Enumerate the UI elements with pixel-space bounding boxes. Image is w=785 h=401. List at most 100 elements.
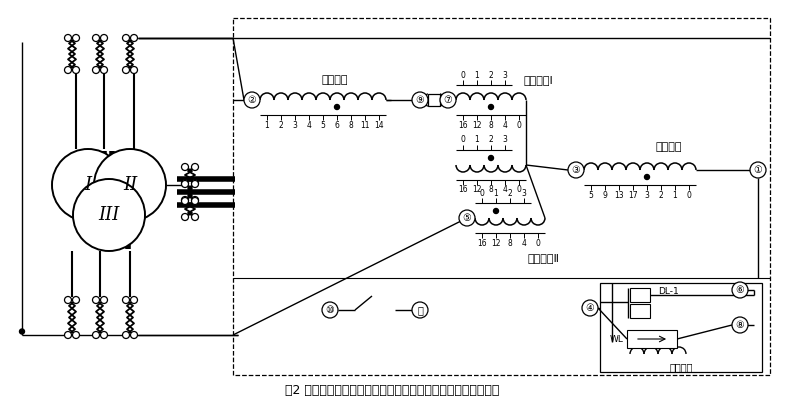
Text: 1: 1 <box>265 120 269 130</box>
Circle shape <box>568 162 584 178</box>
Text: 3: 3 <box>502 71 507 79</box>
Circle shape <box>488 105 494 109</box>
Circle shape <box>130 34 137 41</box>
Text: 16: 16 <box>458 186 468 194</box>
Circle shape <box>192 213 199 221</box>
Circle shape <box>181 198 188 205</box>
Circle shape <box>322 302 338 318</box>
Text: 5: 5 <box>589 190 593 200</box>
Text: ①: ① <box>754 165 762 175</box>
Circle shape <box>122 332 130 338</box>
Circle shape <box>181 164 188 170</box>
Text: II: II <box>123 176 137 194</box>
Circle shape <box>181 213 188 221</box>
Text: 工作绕组: 工作绕组 <box>655 142 681 152</box>
Text: 1: 1 <box>475 71 480 79</box>
Text: 8: 8 <box>488 186 494 194</box>
Bar <box>600 283 762 372</box>
Circle shape <box>93 332 100 338</box>
Text: ⑤: ⑤ <box>462 213 471 223</box>
Circle shape <box>130 296 137 304</box>
Text: 3: 3 <box>502 136 507 144</box>
Circle shape <box>732 317 748 333</box>
Text: 11: 11 <box>360 120 370 130</box>
Circle shape <box>52 149 124 221</box>
Text: WL: WL <box>610 334 624 344</box>
Circle shape <box>488 156 494 160</box>
Circle shape <box>181 180 188 186</box>
Text: 1: 1 <box>494 188 498 198</box>
Circle shape <box>459 210 475 226</box>
Text: ⑨: ⑨ <box>415 95 425 105</box>
Circle shape <box>93 67 100 73</box>
Circle shape <box>181 180 188 188</box>
Text: DL-1: DL-1 <box>658 288 679 296</box>
Bar <box>627 330 677 348</box>
Circle shape <box>72 296 79 304</box>
Circle shape <box>20 329 24 334</box>
Circle shape <box>582 300 598 316</box>
Circle shape <box>94 149 166 221</box>
Text: 2: 2 <box>488 136 494 144</box>
Text: 4: 4 <box>521 239 527 247</box>
Text: 16: 16 <box>458 120 468 130</box>
Text: 平衡绕组Ⅰ: 平衡绕组Ⅰ <box>523 75 553 85</box>
Circle shape <box>192 180 199 188</box>
Text: 0: 0 <box>461 136 466 144</box>
Text: 1: 1 <box>475 136 480 144</box>
Text: 4: 4 <box>502 120 507 130</box>
Text: ②: ② <box>247 95 257 105</box>
Circle shape <box>412 92 428 108</box>
Text: 0: 0 <box>535 239 540 247</box>
Circle shape <box>412 302 428 318</box>
Text: 12: 12 <box>473 120 482 130</box>
Text: 0: 0 <box>687 190 692 200</box>
Text: 0: 0 <box>517 186 521 194</box>
Circle shape <box>64 34 71 41</box>
Text: ⑦: ⑦ <box>444 95 452 105</box>
Circle shape <box>64 332 71 338</box>
Text: 5: 5 <box>320 120 326 130</box>
Circle shape <box>732 282 748 298</box>
Text: 9: 9 <box>603 190 608 200</box>
Text: ⑩: ⑩ <box>326 305 334 315</box>
Text: 16: 16 <box>477 239 487 247</box>
Text: ④: ④ <box>586 303 594 313</box>
Text: 二次绕组: 二次绕组 <box>670 362 692 372</box>
Circle shape <box>64 296 71 304</box>
Bar <box>630 288 650 302</box>
Text: 4: 4 <box>502 186 507 194</box>
Text: 3: 3 <box>293 120 298 130</box>
Circle shape <box>72 34 79 41</box>
Bar <box>233 18 770 375</box>
Circle shape <box>100 34 108 41</box>
Text: 图2 继电器内部原理接线及保持三绕组电力变压器的原理接线图: 图2 继电器内部原理接线及保持三绕组电力变压器的原理接线图 <box>285 383 499 397</box>
Circle shape <box>644 174 649 180</box>
Text: ⑥: ⑥ <box>736 285 744 295</box>
Circle shape <box>93 296 100 304</box>
Text: 2: 2 <box>508 188 513 198</box>
Text: 4: 4 <box>307 120 312 130</box>
Text: 13: 13 <box>614 190 624 200</box>
Circle shape <box>192 196 199 203</box>
Text: 2: 2 <box>279 120 283 130</box>
Circle shape <box>64 67 71 73</box>
Text: 17: 17 <box>628 190 637 200</box>
Circle shape <box>192 164 199 170</box>
Circle shape <box>122 67 130 73</box>
Text: 0: 0 <box>461 71 466 79</box>
Circle shape <box>122 296 130 304</box>
Circle shape <box>334 105 339 109</box>
Text: 平衡绕组Ⅱ: 平衡绕组Ⅱ <box>528 253 560 263</box>
Text: ⑫: ⑫ <box>417 305 423 315</box>
Circle shape <box>100 332 108 338</box>
Circle shape <box>494 209 498 213</box>
Circle shape <box>130 67 137 73</box>
Bar <box>428 94 440 106</box>
Text: III: III <box>98 206 119 224</box>
Circle shape <box>72 332 79 338</box>
Circle shape <box>100 67 108 73</box>
Text: 2: 2 <box>488 71 494 79</box>
Text: 12: 12 <box>491 239 501 247</box>
Text: 8: 8 <box>349 120 353 130</box>
